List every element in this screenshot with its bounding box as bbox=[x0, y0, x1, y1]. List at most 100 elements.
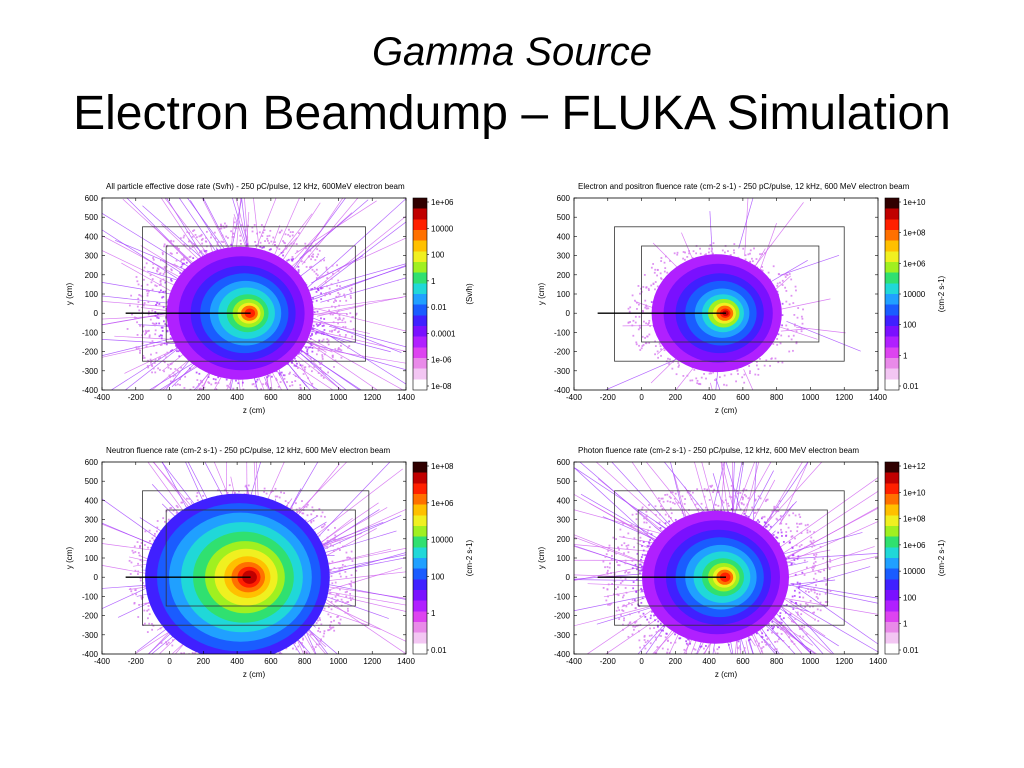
x-tick-label: 200 bbox=[669, 393, 683, 402]
x-tick-label: 0 bbox=[167, 393, 172, 402]
x-tick-label: 600 bbox=[264, 393, 278, 402]
x-tick-label: -400 bbox=[94, 657, 111, 666]
y-tick-label: -300 bbox=[82, 367, 99, 376]
x-tick-label: 1400 bbox=[397, 657, 415, 666]
x-tick-label: -400 bbox=[94, 393, 111, 402]
x-tick-label: 1000 bbox=[802, 393, 820, 402]
y-tick-label: 600 bbox=[557, 458, 571, 467]
outer-shield-box bbox=[142, 490, 370, 626]
y-tick-label: 200 bbox=[557, 271, 571, 280]
colorbar-tick-label: 1 bbox=[431, 277, 436, 286]
colorbar-tick-label: 1e+06 bbox=[431, 499, 454, 508]
x-tick-label: -400 bbox=[566, 393, 583, 402]
x-tick-label: 600 bbox=[264, 657, 278, 666]
heatmap-svg: Photon fluence rate (cm-2 s-1) - 250 pC/… bbox=[537, 446, 946, 679]
x-tick-label: 0 bbox=[167, 657, 172, 666]
x-tick-label: 200 bbox=[669, 657, 683, 666]
chart-title: Photon fluence rate (cm-2 s-1) - 250 pC/… bbox=[578, 446, 859, 455]
x-tick-label: -400 bbox=[566, 657, 583, 666]
colorbar-tick-label: 1 bbox=[431, 609, 436, 618]
x-tick-label: 200 bbox=[197, 657, 211, 666]
x-tick-label: 800 bbox=[298, 657, 312, 666]
chart-electron-positron-fluence: Electron and positron fluence rate (cm-2… bbox=[530, 178, 950, 423]
y-axis-label: y (cm) bbox=[65, 547, 74, 570]
y-tick-label: -100 bbox=[554, 592, 571, 601]
y-tick-label: 300 bbox=[557, 252, 571, 261]
colorbar-tick-label: 100 bbox=[903, 321, 917, 330]
x-tick-label: 600 bbox=[736, 393, 750, 402]
colorbar-tick-label: 100 bbox=[431, 251, 445, 260]
y-tick-label: -400 bbox=[82, 650, 99, 659]
y-tick-label: 400 bbox=[557, 232, 571, 241]
chart-title: Neutron fluence rate (cm-2 s-1) - 250 pC… bbox=[106, 446, 390, 455]
inner-shield-box bbox=[165, 245, 356, 343]
colorbar bbox=[412, 197, 428, 391]
colorbar-tick-label: 1e+12 bbox=[903, 462, 926, 471]
x-tick-label: 1000 bbox=[330, 657, 348, 666]
colorbar-tick-label: 100 bbox=[903, 593, 917, 602]
colorbar-tick-label: 0.01 bbox=[903, 382, 919, 391]
y-tick-label: 100 bbox=[557, 554, 571, 563]
colorbar-tick-label: 1e+08 bbox=[431, 462, 454, 471]
inner-shield-box bbox=[637, 509, 828, 607]
y-tick-label: -400 bbox=[554, 650, 571, 659]
heatmap-svg: Neutron fluence rate (cm-2 s-1) - 250 pC… bbox=[65, 446, 474, 679]
colorbar-tick-label: 1e+06 bbox=[903, 259, 926, 268]
x-tick-label: 0 bbox=[639, 393, 644, 402]
y-tick-label: 0 bbox=[94, 309, 99, 318]
colorbar-tick-label: 10000 bbox=[903, 567, 926, 576]
x-tick-label: 1000 bbox=[330, 393, 348, 402]
inner-shield-box bbox=[165, 509, 356, 607]
colorbar-tick-label: 1e+10 bbox=[903, 198, 926, 207]
x-tick-label: 1200 bbox=[363, 657, 381, 666]
x-tick-label: 0 bbox=[639, 657, 644, 666]
x-axis-label: z (cm) bbox=[243, 670, 266, 679]
colorbar-tick-label: 1e+06 bbox=[903, 541, 926, 550]
y-tick-label: 300 bbox=[85, 516, 99, 525]
y-tick-label: -300 bbox=[82, 631, 99, 640]
outer-shield-box bbox=[142, 226, 366, 362]
y-tick-label: -100 bbox=[82, 328, 99, 337]
y-tick-label: -200 bbox=[554, 348, 571, 357]
x-tick-label: 400 bbox=[230, 393, 244, 402]
y-tick-label: -400 bbox=[554, 386, 571, 395]
x-tick-label: -200 bbox=[600, 393, 617, 402]
colorbar-label: (cm-2 s-1) bbox=[937, 539, 946, 576]
y-tick-label: -300 bbox=[554, 631, 571, 640]
colorbar-tick-label: 0.0001 bbox=[431, 329, 456, 338]
colorbar-tick-label: 0.01 bbox=[431, 303, 447, 312]
x-tick-label: 1200 bbox=[835, 393, 853, 402]
y-tick-label: -200 bbox=[554, 612, 571, 621]
colorbar-tick-label: 1e+08 bbox=[903, 515, 926, 524]
y-axis-label: y (cm) bbox=[65, 283, 74, 306]
colorbar-tick-label: 0.01 bbox=[431, 646, 447, 655]
colorbar-tick-label: 1e+06 bbox=[431, 198, 454, 207]
y-tick-label: 400 bbox=[557, 496, 571, 505]
colorbar-tick-label: 10000 bbox=[903, 290, 926, 299]
y-tick-label: 200 bbox=[557, 535, 571, 544]
colorbar bbox=[884, 197, 900, 391]
chart-photon-fluence: Photon fluence rate (cm-2 s-1) - 250 pC/… bbox=[530, 442, 950, 687]
x-tick-label: 1200 bbox=[835, 657, 853, 666]
x-tick-label: -200 bbox=[128, 393, 145, 402]
y-tick-label: 300 bbox=[85, 252, 99, 261]
chart-neutron-fluence: Neutron fluence rate (cm-2 s-1) - 250 pC… bbox=[58, 442, 478, 687]
x-tick-label: 1400 bbox=[869, 393, 887, 402]
y-tick-label: 500 bbox=[557, 477, 571, 486]
heatmap-svg: All particle effective dose rate (Sv/h) … bbox=[65, 182, 474, 415]
colorbar-tick-label: 1e+08 bbox=[903, 229, 926, 238]
x-tick-label: -200 bbox=[128, 657, 145, 666]
y-tick-label: 400 bbox=[85, 232, 99, 241]
colorbar bbox=[884, 461, 900, 655]
chart-dose-rate: All particle effective dose rate (Sv/h) … bbox=[58, 178, 478, 423]
y-tick-label: -100 bbox=[82, 592, 99, 601]
colorbar-tick-label: 10000 bbox=[431, 536, 454, 545]
y-tick-label: -400 bbox=[82, 386, 99, 395]
y-tick-label: 100 bbox=[557, 290, 571, 299]
x-tick-label: 200 bbox=[197, 393, 211, 402]
x-tick-label: 1200 bbox=[363, 393, 381, 402]
chart-title: Electron and positron fluence rate (cm-2… bbox=[578, 182, 910, 191]
y-tick-label: -200 bbox=[82, 612, 99, 621]
y-tick-label: -100 bbox=[554, 328, 571, 337]
x-tick-label: 1000 bbox=[802, 657, 820, 666]
